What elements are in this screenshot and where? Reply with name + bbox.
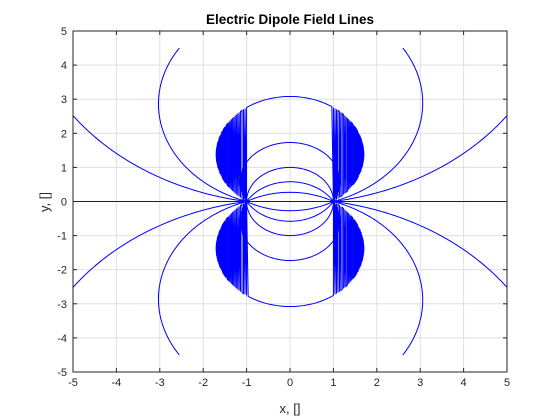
field-line-circle-upper-1	[246, 181, 334, 202]
x-tick-label: 1	[330, 377, 336, 389]
field-line-circle-upper-0	[246, 191, 334, 202]
ticks: -5 -4 -3 -2 -1 0 1 2 3 4 5 -5 -4 -3 -2 -1 0 1 2 3 4 5	[57, 26, 510, 389]
field-line-outer-1-upper	[333, 47, 424, 202]
charge-point-1	[331, 199, 336, 204]
field-line-circle-lower-2	[246, 201, 334, 237]
field-line-circle-upper-4	[215, 95, 365, 202]
field-line-outer-0-lower	[157, 201, 247, 356]
y-tick-label: -4	[57, 333, 67, 345]
y-tick-label: 3	[61, 94, 67, 106]
x-tick-label: -4	[112, 377, 122, 389]
y-tick-label: -3	[57, 299, 67, 311]
y-tick-label: -2	[57, 265, 67, 277]
x-tick-label: -3	[155, 377, 165, 389]
x-tick-label: 4	[461, 377, 467, 389]
field-line-outer-2-lower	[72, 201, 247, 288]
x-tick-label: 3	[417, 377, 423, 389]
y-tick-label: 1	[61, 162, 67, 174]
x-tick-label: -2	[198, 377, 208, 389]
y-tick-label: 5	[61, 26, 67, 38]
x-tick-label: -5	[68, 377, 78, 389]
x-tick-label: 0	[287, 377, 293, 389]
field-lines	[72, 47, 508, 356]
field-line-circle-lower-4	[215, 201, 365, 308]
field-line-outer-0-upper	[157, 47, 247, 202]
chart-title: Electric Dipole Field Lines	[206, 12, 374, 27]
y-tick-label: 0	[61, 197, 67, 209]
field-line-outer-2-upper	[72, 115, 247, 202]
charge-point-0	[244, 199, 249, 204]
field-line-outer-3-lower	[333, 201, 508, 288]
field-line-outer-3-upper	[333, 115, 508, 202]
x-tick-label: 5	[504, 377, 510, 389]
y-tick-label: -5	[57, 367, 67, 379]
x-axis-label: x, []	[280, 401, 301, 416]
x-tick-label: -1	[242, 377, 252, 389]
y-tick-label: 4	[61, 60, 67, 72]
field-line-circle-lower-0	[246, 201, 334, 212]
y-axis-label: y, []	[37, 192, 52, 212]
x-tick-label: 2	[374, 377, 380, 389]
field-line-outer-1-lower	[333, 201, 424, 356]
y-tick-label: 2	[61, 128, 67, 140]
y-tick-label: -1	[57, 231, 67, 243]
field-line-circle-upper-2	[246, 166, 334, 202]
field-line-circle-lower-1	[246, 201, 334, 222]
